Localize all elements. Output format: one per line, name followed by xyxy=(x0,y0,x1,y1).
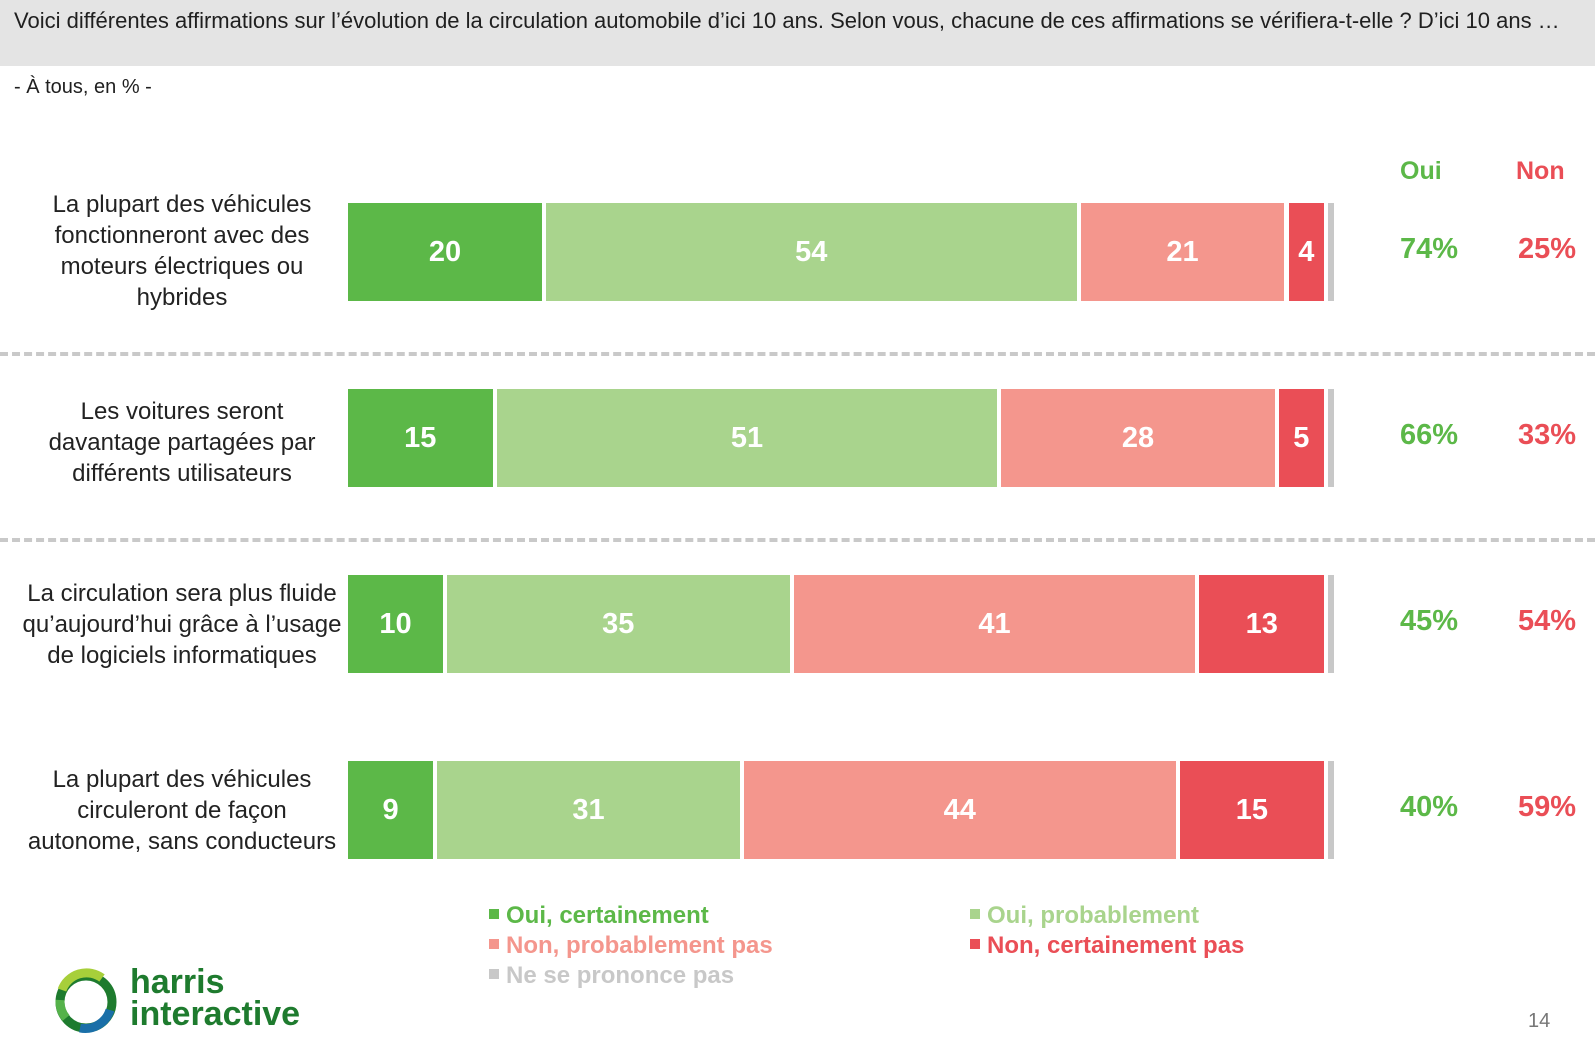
bar-value-label: 5 xyxy=(1293,421,1310,454)
legend-item: Oui, certainement xyxy=(489,902,709,930)
legend-swatch xyxy=(489,938,499,949)
total-non: 59% xyxy=(1518,791,1577,823)
bar-segment: 35 xyxy=(447,575,790,673)
bar-segment: 31 xyxy=(437,761,740,859)
bar-segment: 15 xyxy=(1179,761,1325,859)
bar-segment xyxy=(1328,575,1334,673)
bar-segment xyxy=(1328,761,1334,859)
bar-value-label: 28 xyxy=(1121,421,1155,454)
bar-segment xyxy=(1328,389,1334,487)
bar-value-label: 54 xyxy=(795,235,828,268)
bar-segment xyxy=(1328,203,1334,301)
question-text: Voici différentes affirmations sur l’évo… xyxy=(14,8,1560,33)
column-header-oui: Oui xyxy=(1400,157,1442,185)
legend-item: Ne se prononce pas xyxy=(489,962,734,990)
total-oui: 40% xyxy=(1400,791,1459,823)
logo-text: harris interactive xyxy=(130,963,301,1033)
bar-value-label: 21 xyxy=(1166,235,1199,268)
bar-segment: 20 xyxy=(348,203,542,301)
bar-segment: 54 xyxy=(546,203,1077,301)
bar-segment: 21 xyxy=(1080,203,1285,301)
legend-swatch xyxy=(970,938,980,949)
total-non: 54% xyxy=(1518,605,1577,637)
bar-value-label: 31 xyxy=(572,793,605,826)
bar-value-label: 35 xyxy=(602,607,635,640)
bar-value-label: 20 xyxy=(428,235,462,268)
bar-segment: 51 xyxy=(496,389,998,487)
bar-value-label: 10 xyxy=(379,607,412,640)
legend-label: Oui, certainement xyxy=(506,902,709,929)
logo-text-line2: interactive xyxy=(130,995,301,1033)
bar-segment: 9 xyxy=(348,761,434,859)
bar-segment: 4 xyxy=(1288,203,1325,301)
total-oui: 66% xyxy=(1400,419,1459,451)
row-label: Les voitures seront davantage partagées … xyxy=(48,397,316,487)
bar-row: 10 35 41 13 xyxy=(348,575,1338,673)
legend-item: Non, certainement pas xyxy=(970,932,1244,960)
bar-value-label: 15 xyxy=(1235,793,1268,826)
legend-item: Non, probablement pas xyxy=(489,932,773,960)
legend-swatch xyxy=(489,908,499,919)
row-label: La plupart des véhicules fonctionneront … xyxy=(52,191,312,311)
bar-value-label: 13 xyxy=(1245,607,1278,640)
bar-row: 9 31 44 15 xyxy=(348,761,1338,859)
bar-value-label: 44 xyxy=(943,793,976,826)
bar-segment: 5 xyxy=(1278,389,1325,487)
bar-row: 20 54 21 4 xyxy=(348,203,1338,301)
page-number: 14 xyxy=(1528,1010,1551,1032)
bar-segment: 41 xyxy=(793,575,1196,673)
legend-label: Oui, probablement xyxy=(987,902,1200,929)
legend-item: Oui, probablement xyxy=(970,902,1199,930)
total-oui: 74% xyxy=(1400,233,1459,265)
legend-swatch xyxy=(970,908,980,919)
bar-segment: 13 xyxy=(1199,575,1325,673)
row-label: La plupart des véhicules circuleront de … xyxy=(27,765,337,855)
bar-value-label: 4 xyxy=(1298,235,1315,268)
bar-value-label: 15 xyxy=(404,421,437,454)
total-oui: 45% xyxy=(1400,605,1459,637)
row-divider xyxy=(0,538,1595,542)
row-divider xyxy=(0,352,1595,356)
harris-interactive-logo: harris interactive xyxy=(52,963,322,1036)
subtitle: - À tous, en % - xyxy=(14,76,152,98)
column-header-non: Non xyxy=(1516,157,1565,185)
row-label: La circulation sera plus fluide qu’aujou… xyxy=(22,579,342,669)
legend-swatch xyxy=(489,968,499,979)
bar-segment: 28 xyxy=(1001,389,1275,487)
logo-ring-icon xyxy=(55,968,117,1033)
bar-value-label: 41 xyxy=(978,607,1011,640)
legend-label: Non, certainement pas xyxy=(987,932,1245,959)
bar-segment: 10 xyxy=(348,575,443,673)
bar-value-label: 9 xyxy=(382,793,399,826)
total-non: 33% xyxy=(1518,419,1577,451)
legend-label: Ne se prononce pas xyxy=(506,962,735,989)
bar-row: 15 51 28 5 xyxy=(348,389,1338,487)
bar-segment: 44 xyxy=(744,761,1176,859)
total-non: 25% xyxy=(1518,233,1577,265)
header-band: Voici différentes affirmations sur l’évo… xyxy=(0,0,1595,66)
bar-value-label: 51 xyxy=(730,421,764,454)
bar-segment: 15 xyxy=(348,389,493,487)
legend-label: Non, probablement pas xyxy=(506,932,773,959)
logo-text-line1: harris xyxy=(130,963,225,1001)
